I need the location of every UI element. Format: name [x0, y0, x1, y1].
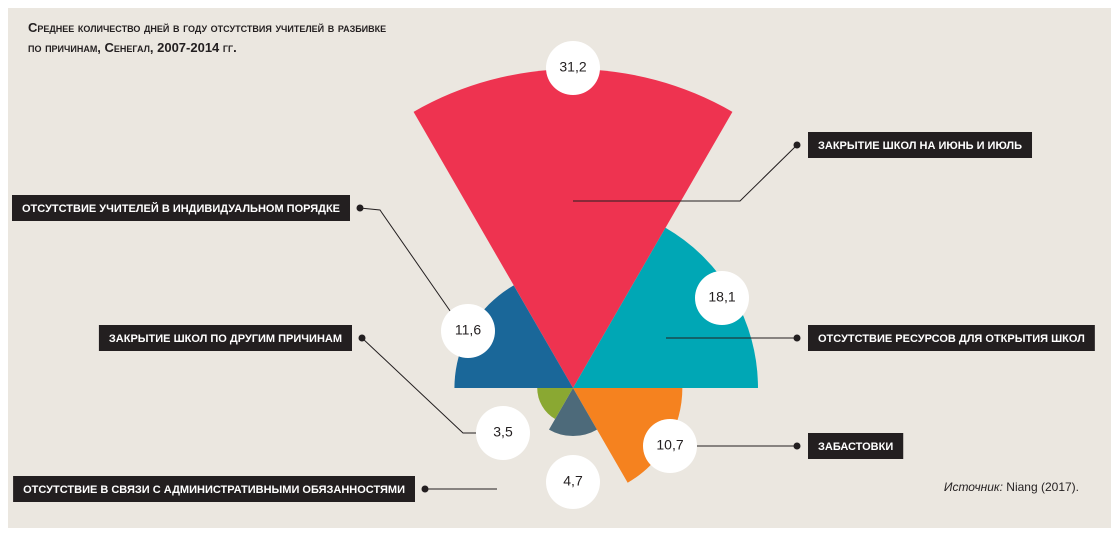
value-label: 11,6 [455, 322, 481, 338]
value-circle [546, 41, 600, 95]
category-label: ЗАКРЫТИЕ ШКОЛ ПО ДРУГИМ ПРИЧИНАМ [109, 333, 342, 345]
value-label: 18,1 [708, 289, 735, 305]
sector [573, 227, 758, 388]
value-circle [695, 271, 749, 325]
leaders [356, 141, 801, 493]
value-circle [476, 406, 530, 460]
leader-dot [793, 141, 801, 149]
source: Источник: Niang (2017). [944, 480, 1079, 494]
leader-line [573, 144, 798, 202]
category-label: ЗАКРЫТИЕ ШКОЛ НА ИЮНЬ И ИЮЛЬ [818, 140, 1022, 152]
leader-dot [793, 334, 801, 342]
sector [548, 388, 598, 437]
value-label: 31,2 [559, 59, 586, 75]
value-label: 4,7 [563, 473, 583, 489]
category-label: ОТСУТСТВИЕ УЧИТЕЛЕЙ В ИНДИВИДУАЛЬНОМ ПОР… [22, 202, 340, 215]
category-label: ЗАБАСТОВКИ [818, 441, 893, 453]
category-box [98, 325, 352, 351]
sector [537, 388, 573, 419]
category-box [808, 132, 1033, 158]
chart-title: Среднее количество дней в году отсутстви… [28, 20, 387, 55]
value-circle [546, 455, 600, 509]
callouts: 31,2 ЗАКРЫТИЕ ШКОЛ НА ИЮНЬ И ИЮЛЬ 18,1 ОТСУ… [12, 41, 1095, 509]
source-text: Niang (2017). [1006, 480, 1079, 494]
category-box [808, 433, 904, 459]
sectors [413, 69, 758, 483]
value-label: 3,5 [493, 424, 513, 440]
category-label: ОТСУТСТВИЕ В СВЯЗИ С АДМИНИСТРАТИВНЫМИ О… [23, 484, 405, 496]
category-label: ОТСУТСТВИЕ РЕСУРСОВ ДЛЯ ОТКРЫТИЯ ШКОЛ [818, 333, 1085, 345]
leader-line [361, 337, 480, 434]
sector [413, 69, 733, 388]
category-box [808, 325, 1095, 351]
leader-line [359, 207, 456, 319]
category-box [12, 195, 350, 221]
value-circle [643, 419, 697, 473]
source-label: Источник: [943, 480, 1003, 494]
leader-dot [793, 442, 801, 450]
value-circle [441, 304, 495, 358]
leader-dot [421, 485, 429, 493]
value-label: 10,7 [656, 437, 683, 453]
category-box [13, 476, 415, 502]
leader-dot [358, 334, 366, 342]
leader-dot [356, 204, 364, 212]
